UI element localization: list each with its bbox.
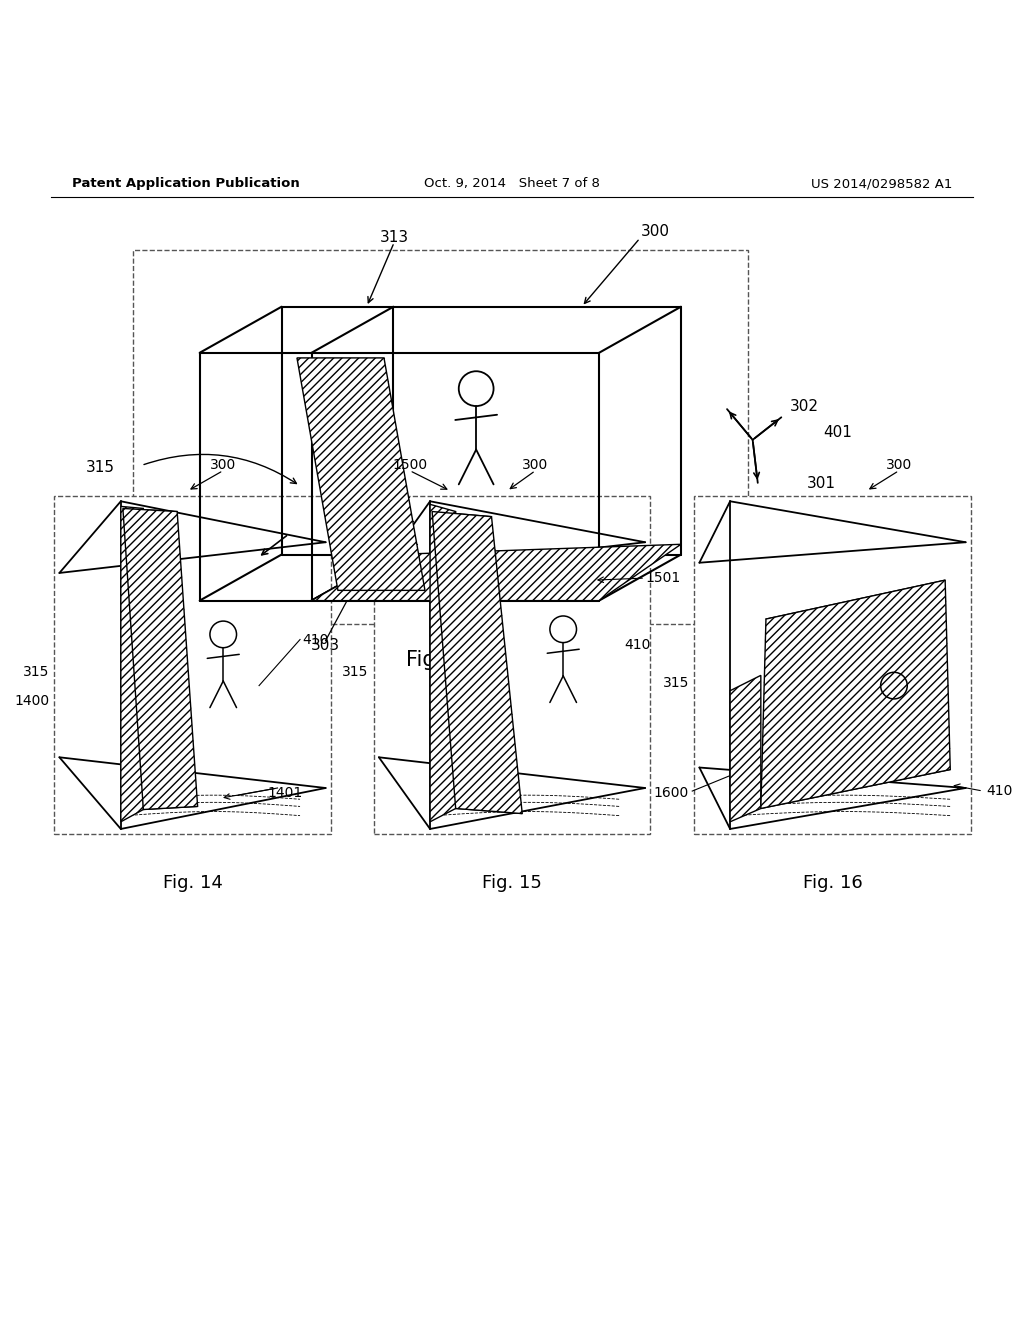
Text: 1500: 1500 bbox=[392, 458, 427, 473]
Text: 300: 300 bbox=[210, 458, 237, 473]
Text: 315: 315 bbox=[342, 665, 369, 680]
Text: US 2014/0298582 A1: US 2014/0298582 A1 bbox=[811, 177, 952, 190]
Text: Fig. 13: Fig. 13 bbox=[406, 649, 475, 671]
Text: 1501: 1501 bbox=[645, 572, 680, 585]
Bar bbox=[374, 496, 650, 834]
Text: Fig. 16: Fig. 16 bbox=[803, 874, 862, 892]
Text: 401: 401 bbox=[823, 425, 852, 440]
Polygon shape bbox=[297, 358, 425, 590]
Text: 303: 303 bbox=[311, 638, 340, 653]
Bar bbox=[54, 496, 331, 834]
Text: Fig. 15: Fig. 15 bbox=[482, 874, 542, 892]
Polygon shape bbox=[761, 579, 950, 808]
Text: Oct. 9, 2014   Sheet 7 of 8: Oct. 9, 2014 Sheet 7 of 8 bbox=[424, 177, 600, 190]
Polygon shape bbox=[730, 676, 761, 822]
Text: 301: 301 bbox=[807, 477, 836, 491]
Text: 315: 315 bbox=[86, 459, 115, 475]
Text: 410: 410 bbox=[441, 638, 470, 653]
Text: Patent Application Publication: Patent Application Publication bbox=[72, 177, 299, 190]
Bar bbox=[694, 496, 971, 834]
Text: 302: 302 bbox=[790, 399, 818, 413]
Text: 410: 410 bbox=[986, 784, 1013, 799]
Text: Fig. 14: Fig. 14 bbox=[163, 874, 222, 892]
Polygon shape bbox=[430, 504, 456, 822]
Polygon shape bbox=[123, 508, 198, 809]
Text: 300: 300 bbox=[886, 458, 912, 473]
Text: 410: 410 bbox=[625, 638, 651, 652]
Text: 1600: 1600 bbox=[654, 787, 689, 800]
Polygon shape bbox=[311, 544, 681, 601]
Text: 1400: 1400 bbox=[14, 694, 49, 708]
Bar bbox=[133, 251, 748, 624]
Text: 315: 315 bbox=[23, 665, 49, 680]
Polygon shape bbox=[121, 507, 143, 822]
Polygon shape bbox=[432, 512, 522, 813]
Text: 300: 300 bbox=[641, 224, 670, 239]
Text: 410: 410 bbox=[302, 632, 329, 647]
Text: 300: 300 bbox=[522, 458, 549, 473]
Text: 315: 315 bbox=[663, 676, 689, 689]
Text: 313: 313 bbox=[380, 230, 409, 244]
Text: 1401: 1401 bbox=[267, 787, 302, 800]
